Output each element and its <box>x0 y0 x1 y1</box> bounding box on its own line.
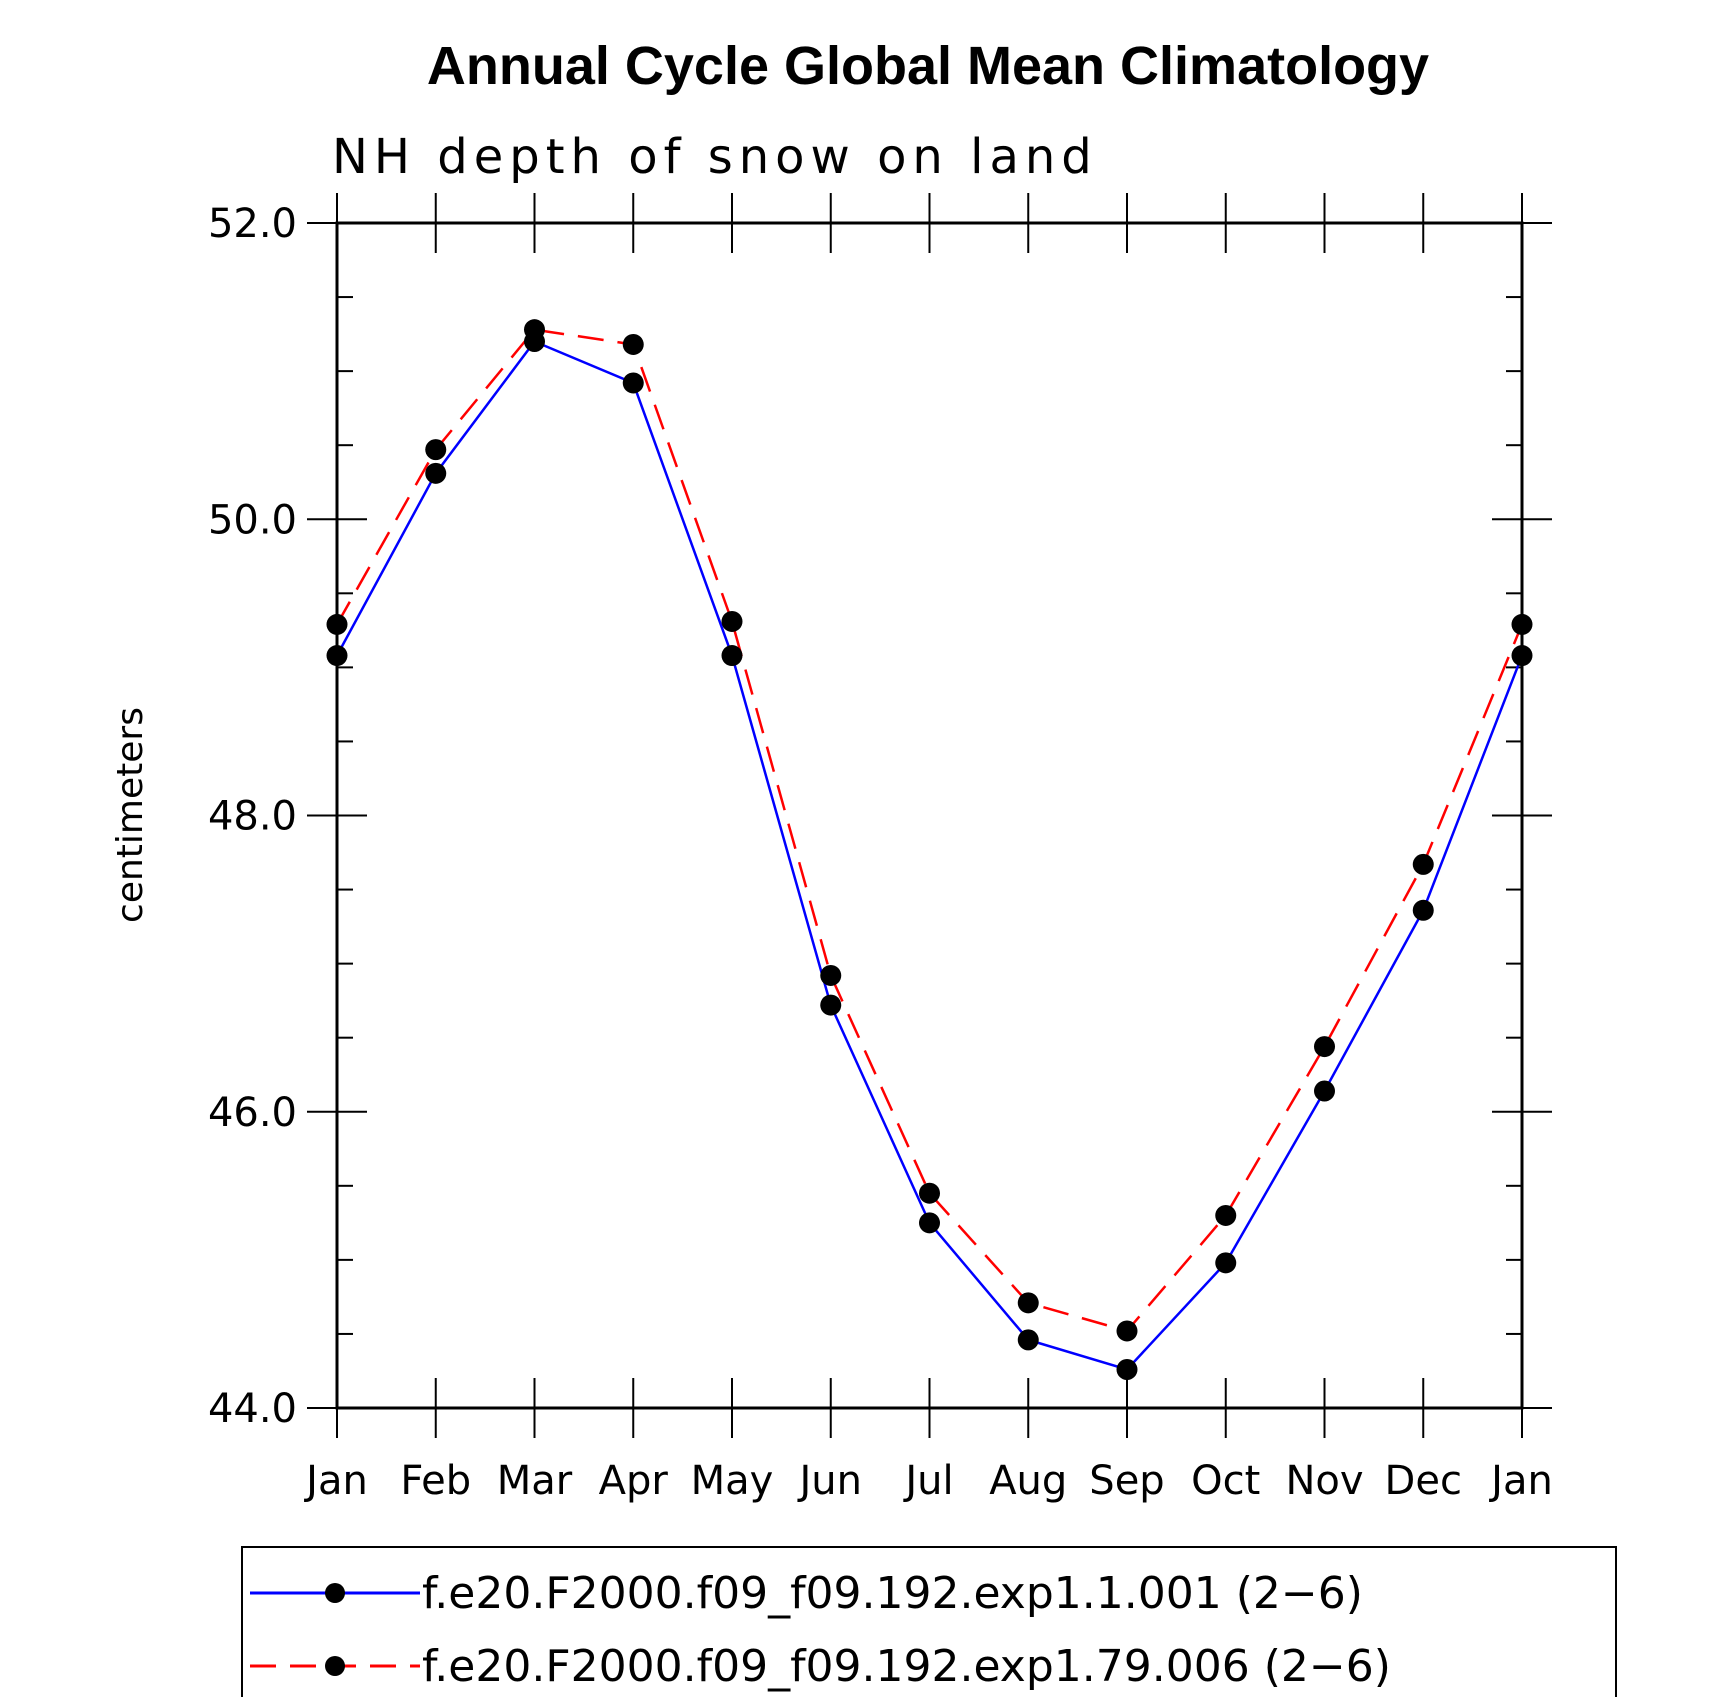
series-1-point <box>622 372 644 394</box>
series-1-point <box>1314 1080 1335 1102</box>
y-axis-label: centimeters <box>110 707 151 923</box>
legend-marker-series-2 <box>325 1656 345 1676</box>
series-2-point <box>622 333 644 355</box>
series-1-point <box>326 645 348 667</box>
series-1-point <box>1412 899 1434 921</box>
series-2-point <box>425 439 447 461</box>
series-2-point <box>524 319 545 341</box>
legend-label-series-1: f.e20.F2000.f09_f09.192.exp1.1.001 (2−6) <box>422 1568 1363 1619</box>
series-2-point <box>326 613 348 635</box>
axis-ticks <box>307 193 1552 1438</box>
series-1-point <box>721 645 743 667</box>
legend-label-series-2: f.e20.F2000.f09_f09.192.exp1.79.006 (2−6… <box>422 1641 1391 1692</box>
x-tick-labels: Jan Feb Mar Apr May Jun Jul Aug Sep Oct Nov Dec Jan <box>303 1458 1553 1504</box>
x-tick-label: Jul <box>902 1458 953 1504</box>
series-layer <box>326 319 1533 1380</box>
y-tick-label: 46.0 <box>208 1090 297 1136</box>
x-tick-label: Apr <box>599 1458 669 1504</box>
legend: f.e20.F2000.f09_f09.192.exp1.1.001 (2−6)… <box>241 1546 1617 1697</box>
legend-box <box>241 1546 1617 1697</box>
legend-marker-series-1 <box>325 1583 345 1603</box>
x-tick-label: Feb <box>400 1458 471 1504</box>
series-2-point <box>1412 853 1434 875</box>
x-tick-label: Jan <box>303 1458 368 1504</box>
x-tick-label: May <box>691 1458 774 1504</box>
y-tick-label: 48.0 <box>208 794 297 840</box>
x-tick-label: Oct <box>1191 1458 1260 1504</box>
x-tick-label: Jun <box>797 1458 863 1504</box>
y-tick-label: 50.0 <box>208 497 297 543</box>
x-tick-label: Sep <box>1089 1458 1164 1504</box>
series-1-point <box>820 994 842 1016</box>
chart-subtitle: NH depth of snow on land <box>332 129 1098 185</box>
series-2-point <box>721 610 743 632</box>
series-1-point <box>1116 1358 1138 1380</box>
series-line-2 <box>335 328 1524 1333</box>
x-tick-label: Aug <box>989 1458 1067 1504</box>
series-1-point <box>1017 1329 1039 1351</box>
series-1-point <box>919 1212 940 1234</box>
x-tick-label: Dec <box>1385 1458 1462 1504</box>
series-2-point <box>919 1182 940 1204</box>
series-2-point <box>1215 1204 1237 1226</box>
series-2-point <box>820 964 842 986</box>
x-tick-label: Jan <box>1488 1458 1553 1504</box>
y-tick-labels: 44.0 46.0 48.0 50.0 52.0 <box>208 201 297 1432</box>
series-1-point <box>1511 645 1533 667</box>
y-tick-label: 52.0 <box>208 201 297 247</box>
series-2-point <box>1314 1036 1335 1058</box>
series-1-point <box>1215 1252 1237 1274</box>
series-2-point <box>1116 1320 1138 1342</box>
series-2-point <box>1017 1292 1039 1314</box>
chart-title: Annual Cycle Global Mean Climatology <box>427 36 1429 96</box>
series-2-point <box>1511 613 1533 635</box>
x-tick-label: Mar <box>497 1458 573 1504</box>
x-tick-label: Nov <box>1285 1458 1363 1504</box>
y-tick-label: 44.0 <box>208 1386 297 1432</box>
series-1-point <box>425 462 447 484</box>
